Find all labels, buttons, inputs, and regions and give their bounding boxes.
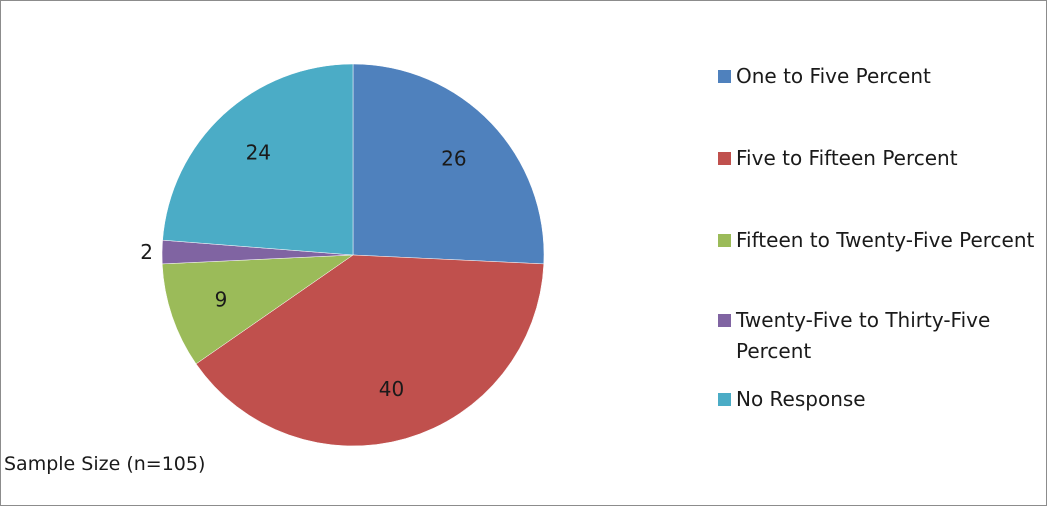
data-label-twenty-five-to-thirty-five: 2 <box>140 240 153 264</box>
legend-swatch-five-to-fifteen <box>718 152 731 165</box>
legend-label-twenty-five-to-thirty-five: Twenty-Five to Thirty-Five Percent <box>736 308 991 363</box>
pie-data-labels: 26 40 9 2 24 <box>140 141 466 401</box>
pie-slice-five-to-fifteen <box>195 254 545 447</box>
legend-swatch-twenty-five-to-thirty-five <box>718 314 731 327</box>
legend-label-fifteen-to-twenty-five: Fifteen to Twenty-Five Percent <box>736 228 1035 252</box>
legend-swatch-fifteen-to-twenty-five <box>718 234 731 247</box>
data-label-five-to-fifteen: 40 <box>379 377 404 401</box>
legend-item-no-response: No Response <box>718 384 1036 415</box>
legend-swatch-no-response <box>718 393 731 406</box>
legend-label-five-to-fifteen: Five to Fifteen Percent <box>736 146 958 170</box>
pie-slices <box>161 63 545 447</box>
pie-slice-fifteen-to-twenty-five <box>161 254 354 365</box>
legend-item-twenty-five-to-thirty-five: Twenty-Five to Thirty-Five Percent <box>718 305 1036 367</box>
data-label-no-response: 24 <box>246 141 271 165</box>
legend-item-one-to-five: One to Five Percent <box>718 61 1036 92</box>
data-label-fifteen-to-twenty-five: 9 <box>215 288 228 312</box>
sample-size-annotation: Sample Size (n=105) <box>4 453 206 475</box>
legend-label-one-to-five: One to Five Percent <box>736 64 931 88</box>
data-label-one-to-five: 26 <box>441 147 466 171</box>
legend-item-fifteen-to-twenty-five: Fifteen to Twenty-Five Percent <box>718 225 1036 256</box>
pie-slice-one-to-five <box>352 63 545 265</box>
legend-label-no-response: No Response <box>736 387 866 411</box>
pie-slice-no-response <box>162 63 354 256</box>
legend-swatch-one-to-five <box>718 70 731 83</box>
legend-item-five-to-fifteen: Five to Fifteen Percent <box>718 143 1036 174</box>
